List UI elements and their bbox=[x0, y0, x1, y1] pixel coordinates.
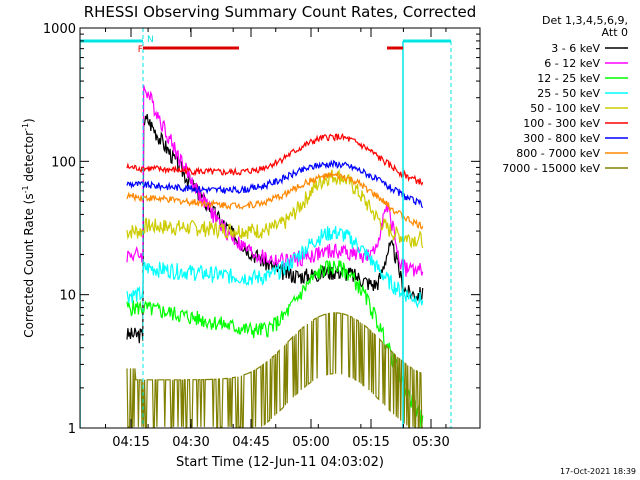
legend-label: 3 - 6 keV bbox=[551, 42, 600, 55]
plot-frame bbox=[79, 27, 481, 429]
series-line bbox=[126, 226, 424, 309]
series-line bbox=[126, 168, 424, 249]
chart-title: RHESSI Observing Summary Count Rates, Co… bbox=[84, 3, 477, 21]
y-tick-label: 1000 bbox=[43, 22, 76, 37]
x-tick-label: 05:15 bbox=[352, 435, 389, 450]
night-marker: N bbox=[147, 35, 154, 45]
plot-area: FN bbox=[80, 28, 452, 428]
footer-date: 17-Oct-2021 18:39 bbox=[560, 467, 636, 476]
x-tick-label: 04:30 bbox=[172, 435, 209, 450]
series-line bbox=[126, 170, 424, 230]
x-tick-label: 05:30 bbox=[412, 435, 449, 450]
x-axis-label: Start Time (12-Jun-11 04:03:02) bbox=[176, 455, 384, 470]
y-tick-label: 10 bbox=[59, 289, 76, 304]
series-line bbox=[126, 159, 424, 209]
series-line bbox=[126, 132, 424, 186]
series-line bbox=[126, 312, 423, 428]
y-axis: 1 10 100 1000 bbox=[43, 22, 480, 437]
y-axis-label: Corrected Count Rate (s-1 detector-1) bbox=[21, 118, 36, 337]
series-line bbox=[126, 260, 424, 428]
legend: Det 1,3,4,5,6,9,Att 03 - 6 keV 6 - 12 keV… bbox=[502, 14, 628, 175]
legend-label: 7000 - 15000 keV bbox=[502, 162, 600, 175]
flare-marker: F bbox=[138, 45, 143, 55]
x-tick-label: 04:45 bbox=[232, 435, 269, 450]
legend-header: Det 1,3,4,5,6,9, bbox=[542, 14, 628, 27]
x-tick-label: 05:00 bbox=[292, 435, 329, 450]
legend-label: 12 - 25 keV bbox=[537, 72, 600, 85]
legend-label: 800 - 7000 keV bbox=[516, 147, 600, 160]
y-tick-label: 100 bbox=[51, 155, 76, 170]
legend-label: 300 - 800 keV bbox=[523, 132, 600, 145]
legend-label: 6 - 12 keV bbox=[544, 57, 600, 70]
x-axis: 04:15 04:30 04:45 05:00 05:15 05:30 bbox=[105, 28, 450, 450]
legend-label: 50 - 100 keV bbox=[530, 102, 600, 115]
legend-label: 100 - 300 keV bbox=[523, 117, 600, 130]
x-tick-label: 04:15 bbox=[112, 435, 149, 450]
legend-header: Att 0 bbox=[602, 26, 628, 39]
y-tick-label: 1 bbox=[68, 422, 76, 437]
series-group bbox=[80, 28, 452, 428]
series-line bbox=[126, 85, 424, 277]
legend-label: 25 - 50 keV bbox=[537, 87, 600, 100]
